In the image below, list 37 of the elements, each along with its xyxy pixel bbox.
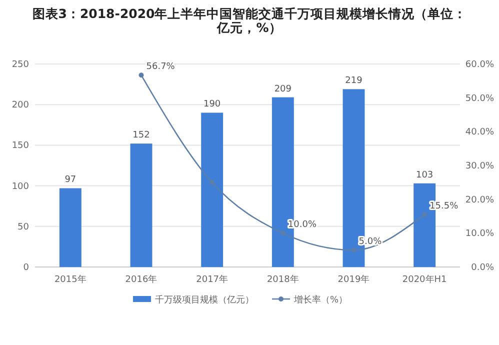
x-tick-label: 2019年 [338, 274, 370, 285]
data-label: 219 [345, 76, 363, 86]
data-label: 190 [203, 100, 221, 110]
chart-title: 图表3：2018-2020年上半年中国智能交通千万项目规模增长情况（单位：亿元，%） [32, 6, 467, 35]
y2-tick-label: 60.0% [465, 60, 494, 70]
bar [201, 112, 224, 267]
y-tick-label: 150 [12, 141, 30, 152]
y2-tick-label: 40.0% [465, 128, 494, 138]
data-label: 209 [274, 84, 292, 94]
bar [59, 188, 82, 267]
y2-tick-label: 30.0% [465, 162, 494, 172]
legend-label: 千万级项目规模（亿元） [155, 294, 254, 306]
point [280, 230, 286, 236]
x-tick-label: 2017年 [196, 274, 228, 285]
x-tick-label: 2020年H1 [402, 274, 447, 285]
data-label: 103 [416, 170, 434, 180]
y-tick-label: 200 [12, 100, 30, 111]
y-tick-label: 250 [12, 60, 30, 70]
data-label: 152 [132, 130, 150, 141]
x-tick-label: 2018年 [266, 274, 299, 285]
legend-label: 增长率（%） [293, 294, 348, 306]
y2-tick-label: 20.0% [465, 195, 494, 206]
point [138, 72, 144, 78]
y2-tick-label: 10.0% [465, 229, 494, 240]
y-tick-label: 0 [23, 263, 30, 273]
y2-tick-label: 50.0% [465, 94, 494, 104]
y-tick-label: 50 [18, 222, 30, 232]
point [351, 248, 356, 253]
data-label: 56.7% [146, 62, 176, 72]
point [422, 212, 428, 218]
data-label: 97 [64, 175, 76, 186]
point [210, 180, 215, 185]
y-tick-label: 100 [12, 182, 30, 192]
x-tick-label: 2015年 [54, 274, 86, 285]
bar [130, 144, 152, 267]
x-tick-label: 2016年 [125, 274, 158, 285]
y2-tick-label: 0.0% [471, 263, 494, 273]
